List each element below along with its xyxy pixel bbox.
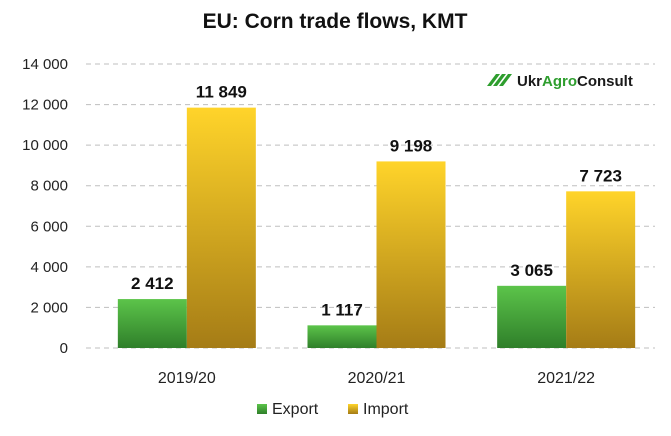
data-label-export: 1 117 [321,300,363,319]
bar-import [186,107,256,348]
bar-export [307,325,377,348]
data-label-export: 2 412 [131,274,174,293]
y-tick-label: 2 000 [30,299,68,316]
legend-label-import: Import [363,401,409,418]
data-labels: 2 412 11 849 1 117 9 198 3 065 7 723 [131,83,622,320]
logo-text: UkrAgroConsult [517,73,633,90]
chart-title: EU: Corn trade flows, KMT [203,10,468,33]
data-label-import: 9 198 [390,136,433,155]
data-label-export: 3 065 [510,261,553,280]
x-category-label: 2020/21 [348,370,406,387]
data-label-import: 11 849 [196,83,247,102]
legend: Export Import [257,401,409,418]
legend-swatch-export [257,404,267,414]
bar-import [376,161,446,348]
legend-label-export: Export [272,401,319,418]
data-label-import: 7 723 [579,166,622,185]
y-axis-ticks: 0 2 000 4 000 6 000 8 000 10 000 12 000 14 000 [22,56,68,357]
y-tick-label: 8 000 [30,178,68,195]
bar-export [497,285,567,348]
x-category-label: 2021/22 [537,370,595,387]
legend-swatch-import [348,404,358,414]
x-category-label: 2019/20 [158,370,216,387]
y-tick-label: 4 000 [30,259,68,276]
logo-text-ukr: Ukr [517,73,542,90]
bars [117,107,636,348]
y-tick-label: 10 000 [22,137,68,154]
logo-text-consult: Consult [577,73,633,90]
y-tick-label: 12 000 [22,97,68,114]
ukragroconsult-logo: UkrAgroConsult [487,73,633,90]
y-tick-label: 0 [60,340,68,357]
y-tick-label: 6 000 [30,218,68,235]
y-tick-label: 14 000 [22,56,68,73]
bar-import [566,191,636,348]
x-axis-categories: 2019/20 2020/21 2021/22 [158,370,595,387]
logo-mark-icon [487,74,512,86]
logo-text-agro: Agro [542,73,577,90]
bar-export [117,299,187,348]
